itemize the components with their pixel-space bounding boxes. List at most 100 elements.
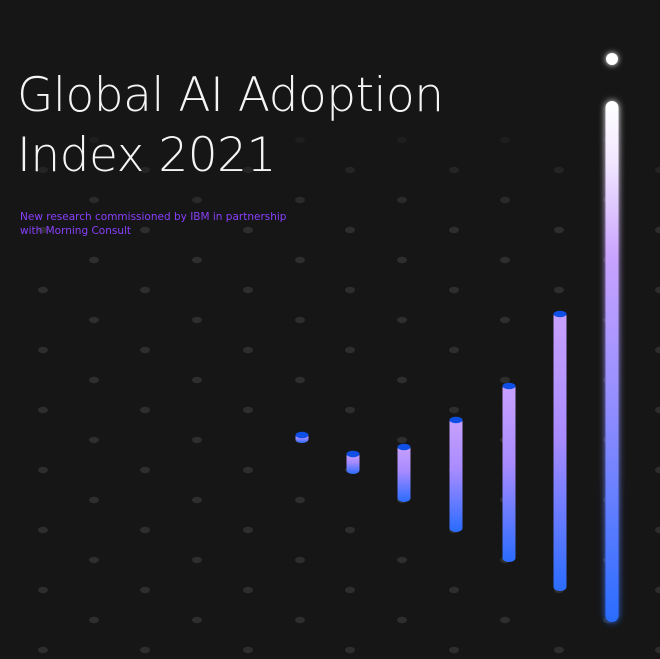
- grid-dot: [192, 376, 202, 384]
- grid-dot: [345, 226, 355, 234]
- grid-dot: [192, 556, 202, 564]
- grid-dot: [655, 226, 660, 234]
- grid-dot: [655, 586, 660, 594]
- glowing-dot-icon: [606, 53, 618, 65]
- grid-dot: [500, 196, 510, 204]
- bar-cap: [553, 310, 567, 318]
- grid-dot: [243, 406, 253, 414]
- grid-dot: [192, 316, 202, 324]
- grid-dot: [449, 286, 459, 294]
- grid-dot: [500, 376, 510, 384]
- grid-dot: [140, 526, 150, 534]
- grid-dot: [140, 586, 150, 594]
- grid-dot: [397, 196, 407, 204]
- grid-dot: [38, 646, 48, 654]
- subtitle-line-1: New research commissioned by IBM in part…: [20, 211, 287, 223]
- grid-dot: [243, 646, 253, 654]
- bar-6: [553, 310, 567, 591]
- grid-dot: [89, 136, 99, 144]
- grid-dot: [140, 166, 150, 174]
- grid-dot: [243, 466, 253, 474]
- title-line-2: Index 2021: [17, 128, 276, 183]
- grid-dot: [192, 436, 202, 444]
- grid-dot: [140, 646, 150, 654]
- grid-dot: [243, 226, 253, 234]
- grid-dot: [89, 616, 99, 624]
- page-title: Global AI Adoption Index 2021: [17, 66, 444, 186]
- grid-dot: [192, 136, 202, 144]
- bar-cap: [295, 431, 309, 439]
- grid-dot: [397, 436, 407, 444]
- grid-dot: [345, 286, 355, 294]
- grid-dot: [295, 556, 305, 564]
- grid-dot: [345, 586, 355, 594]
- grid-dot: [655, 346, 660, 354]
- grid-dot: [655, 286, 660, 294]
- grid-dot: [449, 646, 459, 654]
- grid-dot: [655, 166, 660, 174]
- grid-dot: [192, 616, 202, 624]
- bar-cap: [502, 382, 516, 390]
- grid-dot: [449, 166, 459, 174]
- grid-dot: [449, 586, 459, 594]
- grid-dot: [345, 346, 355, 354]
- grid-dot: [345, 646, 355, 654]
- grid-dot: [140, 346, 150, 354]
- grid-dot: [140, 226, 150, 234]
- bar-5: [502, 382, 516, 562]
- grid-dot: [243, 586, 253, 594]
- grid-dot: [295, 616, 305, 624]
- grid-dot: [500, 616, 510, 624]
- grid-dot: [397, 376, 407, 384]
- grid-dot: [89, 556, 99, 564]
- subtitle-line-2: with Morning Consult: [20, 225, 132, 237]
- grid-dot: [397, 316, 407, 324]
- grid-dot: [89, 436, 99, 444]
- grid-dot: [295, 496, 305, 504]
- grid-dot: [397, 616, 407, 624]
- grid-dot: [243, 286, 253, 294]
- grid-dot: [38, 406, 48, 414]
- bar-cap: [449, 416, 463, 424]
- grid-dot: [397, 136, 407, 144]
- grid-dot: [295, 256, 305, 264]
- bar-cap: [397, 443, 411, 451]
- bar-1: [295, 431, 309, 443]
- grid-dot: [89, 376, 99, 384]
- bar-7: [605, 101, 619, 622]
- grid-dot: [38, 466, 48, 474]
- grid-dot: [655, 646, 660, 654]
- grid-dot: [449, 346, 459, 354]
- grid-dot: [295, 136, 305, 144]
- grid-dot: [243, 346, 253, 354]
- grid-dot: [38, 346, 48, 354]
- bar-3: [397, 443, 411, 502]
- grid-dot: [655, 466, 660, 474]
- grid-dot: [295, 376, 305, 384]
- grid-dot: [89, 256, 99, 264]
- grid-dot: [345, 406, 355, 414]
- grid-dot: [140, 286, 150, 294]
- grid-dot: [345, 526, 355, 534]
- grid-dot: [295, 316, 305, 324]
- bar-2: [346, 450, 360, 474]
- grid-dot: [89, 496, 99, 504]
- grid-dot: [192, 196, 202, 204]
- grid-dot: [554, 166, 564, 174]
- bar-cap: [346, 450, 360, 458]
- bar-4: [449, 416, 463, 532]
- grid-dot: [192, 256, 202, 264]
- grid-dot: [655, 406, 660, 414]
- grid-dot: [243, 166, 253, 174]
- grid-dot: [295, 196, 305, 204]
- subtitle: New research commissioned by IBM in part…: [20, 210, 286, 238]
- grid-dot: [500, 256, 510, 264]
- grid-dot: [345, 166, 355, 174]
- grid-dot: [554, 286, 564, 294]
- grid-dot: [140, 466, 150, 474]
- grid-dot: [38, 226, 48, 234]
- grid-dot: [449, 226, 459, 234]
- grid-dot: [38, 586, 48, 594]
- grid-dot: [192, 496, 202, 504]
